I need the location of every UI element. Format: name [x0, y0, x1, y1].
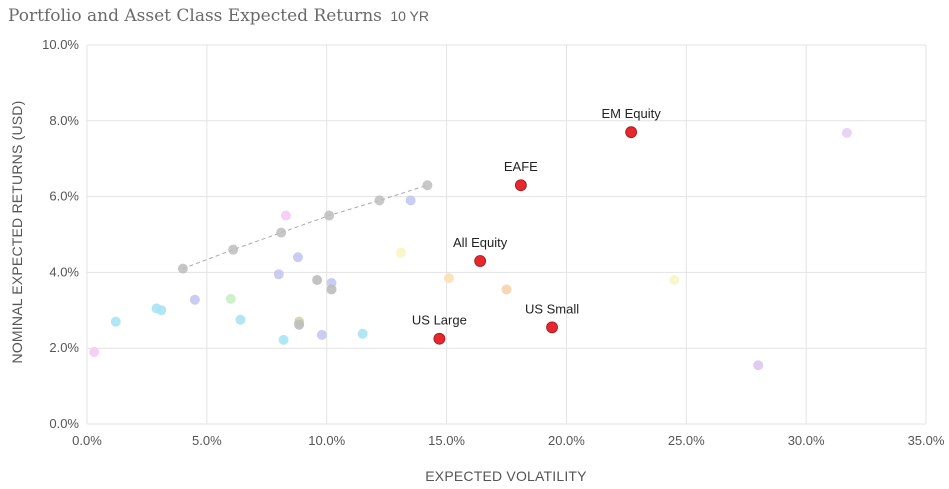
asset-class-point [278, 334, 289, 345]
highlighted-points: EM Equity EAFE All Equity US Small US Large [412, 106, 662, 345]
grid-lines [86, 44, 927, 425]
asset-class-point [669, 274, 680, 285]
y-tick-label: 8.0% [49, 113, 79, 128]
asset-class-point [89, 346, 100, 357]
frontier-point [177, 263, 188, 274]
asset-class-points [89, 127, 852, 371]
y-tick-label: 4.0% [49, 264, 79, 279]
frontier-point [228, 244, 239, 255]
frontier-point [374, 195, 385, 206]
point-label: All Equity [453, 235, 508, 250]
y-axis-ticks: 0.0% 2.0% 4.0% 6.0% 8.0% 10.0% [42, 37, 79, 431]
chart-title: Portfolio and Asset Class Expected Retur… [8, 6, 382, 26]
asset-class-point [156, 305, 167, 316]
asset-class-point [326, 284, 337, 295]
asset-class-point [841, 127, 852, 138]
x-tick-label: 25.0% [668, 433, 705, 448]
point-label: US Large [412, 313, 467, 328]
chart-subtitle: 10 YR [390, 8, 430, 24]
frontier-line [182, 184, 428, 270]
x-axis-label: EXPECTED VOLATILITY [425, 468, 587, 484]
x-tick-label: 30.0% [788, 433, 825, 448]
asset-class-point [316, 329, 327, 340]
asset-class-point [235, 314, 246, 325]
asset-class-point [294, 319, 305, 330]
x-tick-label: 35.0% [908, 433, 945, 448]
y-tick-label: 0.0% [49, 416, 79, 431]
asset-class-point [753, 360, 764, 371]
y-tick-label: 2.0% [49, 340, 79, 355]
asset-class-point [443, 273, 454, 284]
asset-class-point [110, 316, 121, 327]
asset-class-point [273, 269, 284, 280]
point-label: EM Equity [602, 106, 662, 121]
x-tick-label: 15.0% [428, 433, 465, 448]
x-axis-ticks: 0.0% 5.0% 10.0% 15.0% 20.0% 25.0% 30.0% 35.0% [72, 433, 945, 448]
asset-class-point [405, 195, 416, 206]
frontier-point [324, 210, 335, 221]
point-label: US Small [525, 301, 579, 316]
point-label: EAFE [504, 159, 538, 174]
asset-class-point [357, 328, 368, 339]
asset-class-point [292, 252, 303, 263]
highlighted-point [514, 179, 527, 192]
highlighted-point [433, 332, 446, 345]
asset-class-point [312, 274, 323, 285]
asset-class-point [396, 247, 407, 258]
highlighted-point [546, 321, 558, 334]
x-tick-label: 0.0% [72, 433, 102, 448]
frontier-point [276, 227, 287, 238]
x-tick-label: 5.0% [192, 433, 222, 448]
frontier-curve [177, 180, 433, 274]
x-tick-label: 10.0% [308, 433, 345, 448]
y-tick-label: 10.0% [42, 37, 79, 52]
chart-title-block: Portfolio and Asset Class Expected Retur… [8, 6, 429, 26]
y-tick-label: 6.0% [49, 189, 79, 204]
frontier-point [422, 180, 433, 191]
asset-class-point [225, 293, 236, 304]
x-tick-label: 20.0% [548, 433, 585, 448]
highlighted-point [625, 126, 638, 139]
y-axis-label: NOMINAL EXPECTED RETURNS (USD) [9, 101, 25, 364]
highlighted-point [474, 255, 487, 267]
asset-class-point [501, 284, 512, 295]
asset-class-point [280, 210, 291, 221]
asset-class-point [189, 294, 200, 305]
